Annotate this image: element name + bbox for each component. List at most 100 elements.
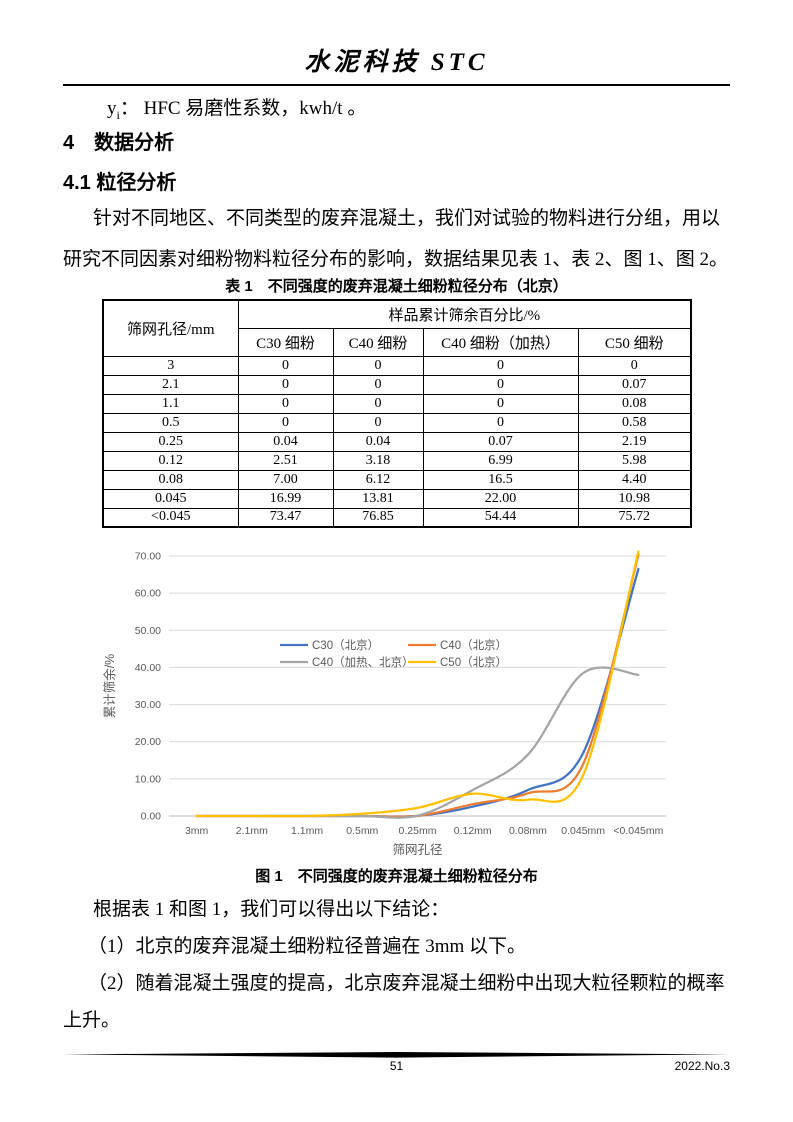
table1-subheader-c40: C40 细粉 <box>332 327 424 357</box>
table1-header-span: 样品累计筛余百分比/% <box>237 299 692 329</box>
formula-var: y <box>107 98 117 119</box>
section-heading-4: 4 数据分析 <box>63 132 175 154</box>
table-cell: 0.58 <box>577 412 692 433</box>
table-cell: 2.19 <box>577 431 692 452</box>
conclusion-line: （1）北京的废弃混凝土细粉粒径普遍在 3mm 以下。 <box>88 936 527 957</box>
table-cell: 7.00 <box>237 469 334 490</box>
formula-note: yi： HFC 易磨性系数，kwh/t 。 <box>107 93 366 123</box>
table-cell: 1.1 <box>102 393 239 414</box>
svg-text:<0.045mm: <0.045mm <box>613 825 663 837</box>
table-row: 0.25 0.04 0.04 0.07 2.19 <box>102 431 692 452</box>
table-cell: 75.72 <box>577 507 692 528</box>
table-cell: 16.5 <box>422 469 579 490</box>
table-cell: 54.44 <box>422 507 579 528</box>
table-cell: 2.1 <box>102 374 239 395</box>
line-chart-svg: 0.00 10.00 20.00 30.00 40.00 50.00 60.00 70.00 3… <box>102 550 666 857</box>
table-row: 1.1 0 0 0 0.08 <box>102 393 692 414</box>
table-cell: 0 <box>332 374 424 395</box>
table1-header: 筛网孔径/mm 样品累计筛余百分比/% C30 细粉 C40 细粉 C40 细粉… <box>102 299 692 357</box>
table-cell: 16.99 <box>237 488 334 509</box>
paragraph-line: 研究不同因素对细粉物料粒径分布的影响，数据结果见表 1、表 2、图 1、图 2。 <box>63 249 729 270</box>
table-cell: 0 <box>422 355 579 376</box>
x-axis-title: 筛网孔径 <box>392 842 442 857</box>
table-cell: 22.00 <box>422 488 579 509</box>
table1: 筛网孔径/mm 样品累计筛余百分比/% C30 细粉 C40 细粉 C40 细粉… <box>102 299 693 528</box>
svg-text:60.00: 60.00 <box>135 588 161 600</box>
journal-title: 水泥科技 STC <box>304 49 489 76</box>
table-cell: 0.07 <box>577 374 692 395</box>
table-cell: 2.51 <box>237 450 334 471</box>
table-cell: 6.99 <box>422 450 579 471</box>
table-cell: 0 <box>332 412 424 433</box>
table-row: 2.1 0 0 0 0.07 <box>102 374 692 395</box>
table-row: <0.045 73.47 76.85 54.44 75.72 <box>102 507 692 528</box>
table-cell: 0 <box>237 374 334 395</box>
table-cell: 4.40 <box>577 469 692 490</box>
y-axis-ticks: 0.00 10.00 20.00 30.00 40.00 50.00 60.00 70.00 <box>135 551 161 823</box>
formula-subscript: i <box>116 107 120 122</box>
conclusion-line: 根据表 1 和图 1，我们可以得出以下结论： <box>93 899 450 920</box>
svg-text:0.00: 0.00 <box>141 811 162 823</box>
table-cell: 0 <box>422 412 579 433</box>
svg-text:0.25mm: 0.25mm <box>399 825 437 837</box>
svg-text:50.00: 50.00 <box>135 625 161 637</box>
chart-series <box>195 550 640 819</box>
figure1-chart: 0.00 10.00 20.00 30.00 40.00 50.00 60.00 70.00 3… <box>100 545 700 865</box>
table-cell: 0 <box>237 412 334 433</box>
x-axis-labels: 3mm 2.1mm 1.1mm 0.5mm 0.25mm 0.12mm 0.08mm 0.04… <box>185 825 664 837</box>
formula-text: ： HFC 易磨性系数，kwh/t 。 <box>119 98 367 119</box>
table-cell: 3.18 <box>332 450 424 471</box>
svg-text:C50（北京）: C50（北京） <box>440 655 507 669</box>
table1-body: 3 0 0 0 0 2.1 0 0 0 0.07 1.1 0 0 0 0.08 0.5 0 0 0 0.58 0.25 0… <box>102 355 692 528</box>
table-cell: 6.12 <box>332 469 424 490</box>
conclusion-line: 上升。 <box>63 1010 121 1031</box>
table-row: 0.12 2.51 3.18 6.99 5.98 <box>102 450 692 471</box>
table-row: 0.045 16.99 13.81 22.00 10.98 <box>102 488 692 509</box>
table1-subheader-c50: C50 细粉 <box>577 327 692 357</box>
table1-subheader-c30: C30 细粉 <box>237 327 334 357</box>
gridlines <box>169 555 666 817</box>
table-cell: 76.85 <box>332 507 424 528</box>
conclusions-paragraph: 根据表 1 和图 1，我们可以得出以下结论： （1）北京的废弃混凝土细粉粒径普遍在… <box>63 891 733 1039</box>
section-heading-4-1: 4.1 粒径分析 <box>63 172 177 194</box>
footer-rule <box>63 1052 730 1058</box>
svg-text:0.12mm: 0.12mm <box>454 825 492 837</box>
table-cell: 0.08 <box>102 469 239 490</box>
figure1-caption: 图 1 不同强度的废弃混凝土细粉粒径分布 <box>255 868 538 885</box>
table-cell: 13.81 <box>332 488 424 509</box>
svg-text:C40（北京）: C40（北京） <box>440 638 507 652</box>
page-number: 51 <box>389 1059 404 1073</box>
table-cell: 0.07 <box>422 431 579 452</box>
chart-legend: C30（北京） C40（北京） C40（加热、北京） C50（北京） <box>280 638 507 669</box>
table-cell: 0.08 <box>577 393 692 414</box>
svg-text:10.00: 10.00 <box>135 773 161 785</box>
table-cell: 0.045 <box>102 488 239 509</box>
svg-text:20.00: 20.00 <box>135 736 161 748</box>
table-row: 0.5 0 0 0 0.58 <box>102 412 692 433</box>
table-cell: 0.04 <box>332 431 424 452</box>
intro-paragraph: 针对不同地区、不同类型的废弃混凝土，我们对试验的物料进行分组，用以研究不同因素对… <box>63 198 733 280</box>
svg-text:70.00: 70.00 <box>135 551 161 563</box>
table-cell: 0 <box>422 393 579 414</box>
paragraph-line: 针对不同地区、不同类型的废弃混凝土，我们对试验的物料进行分组，用以 <box>93 208 721 229</box>
series-line <box>195 550 640 818</box>
svg-text:1.1mm: 1.1mm <box>291 825 323 837</box>
svg-text:0.08mm: 0.08mm <box>509 825 547 837</box>
conclusion-line: （2）随着混凝土强度的提高，北京废弃混凝土细粉中出现大粒径颗粒的概率 <box>88 973 725 994</box>
series-line <box>195 567 640 818</box>
table-row: 0.08 7.00 6.12 16.5 4.40 <box>102 469 692 490</box>
table-cell: 0 <box>332 393 424 414</box>
table-cell: 0 <box>577 355 692 376</box>
table-cell: 0.5 <box>102 412 239 433</box>
svg-text:C30（北京）: C30（北京） <box>312 638 379 652</box>
table1-header-sieve: 筛网孔径/mm <box>102 299 239 357</box>
series-line <box>195 666 640 819</box>
table-cell: 0 <box>237 393 334 414</box>
table-cell: 5.98 <box>577 450 692 471</box>
table-cell: 3 <box>102 355 239 376</box>
svg-text:0.045mm: 0.045mm <box>561 825 605 837</box>
table-cell: 0.25 <box>102 431 239 452</box>
table-cell: 10.98 <box>577 488 692 509</box>
